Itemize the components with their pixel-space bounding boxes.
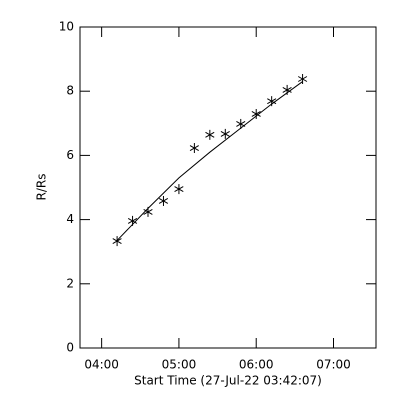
y-tick-label: 2	[66, 276, 74, 290]
y-tick-label: 4	[66, 212, 74, 226]
x-axis-label: Start Time (27-Jul-22 03:42:07)	[134, 374, 322, 388]
data-point	[189, 143, 199, 154]
asterisk-stroke	[205, 131, 215, 138]
x-tick-label: 06:00	[239, 358, 274, 372]
y-tick-label: 10	[59, 20, 74, 34]
asterisk-stroke	[282, 86, 292, 93]
asterisk-stroke	[220, 130, 230, 137]
data-point	[174, 184, 184, 195]
asterisk-stroke	[251, 111, 261, 117]
data-point	[143, 206, 153, 217]
data-point	[112, 236, 122, 247]
data-point	[267, 96, 277, 107]
asterisk-stroke	[297, 76, 308, 82]
data-point	[127, 215, 138, 226]
data-point	[236, 118, 246, 129]
y-axis-label: R/Rs	[35, 174, 49, 201]
asterisk-stroke	[158, 198, 169, 204]
data-point	[158, 195, 169, 206]
x-tick-label: 05:00	[162, 358, 197, 372]
y-tick-label: 6	[66, 148, 74, 162]
asterisk-stroke	[189, 145, 199, 151]
asterisk-stroke	[127, 217, 138, 224]
asterisk-stroke	[143, 208, 153, 215]
y-tick-label: 8	[66, 84, 74, 98]
x-tick-label: 04:00	[84, 358, 119, 372]
data-point	[251, 108, 261, 119]
y-tick-label: 0	[66, 341, 74, 355]
plot-frame	[79, 26, 377, 349]
data-point	[220, 128, 230, 139]
data-point	[282, 84, 292, 95]
asterisk-stroke	[112, 238, 122, 245]
data-point	[297, 74, 308, 85]
asterisk-stroke	[174, 186, 184, 193]
asterisk-stroke	[267, 98, 277, 105]
asterisk-stroke	[236, 121, 246, 127]
data-point	[205, 129, 215, 140]
x-tick-label: 07:00	[316, 358, 351, 372]
